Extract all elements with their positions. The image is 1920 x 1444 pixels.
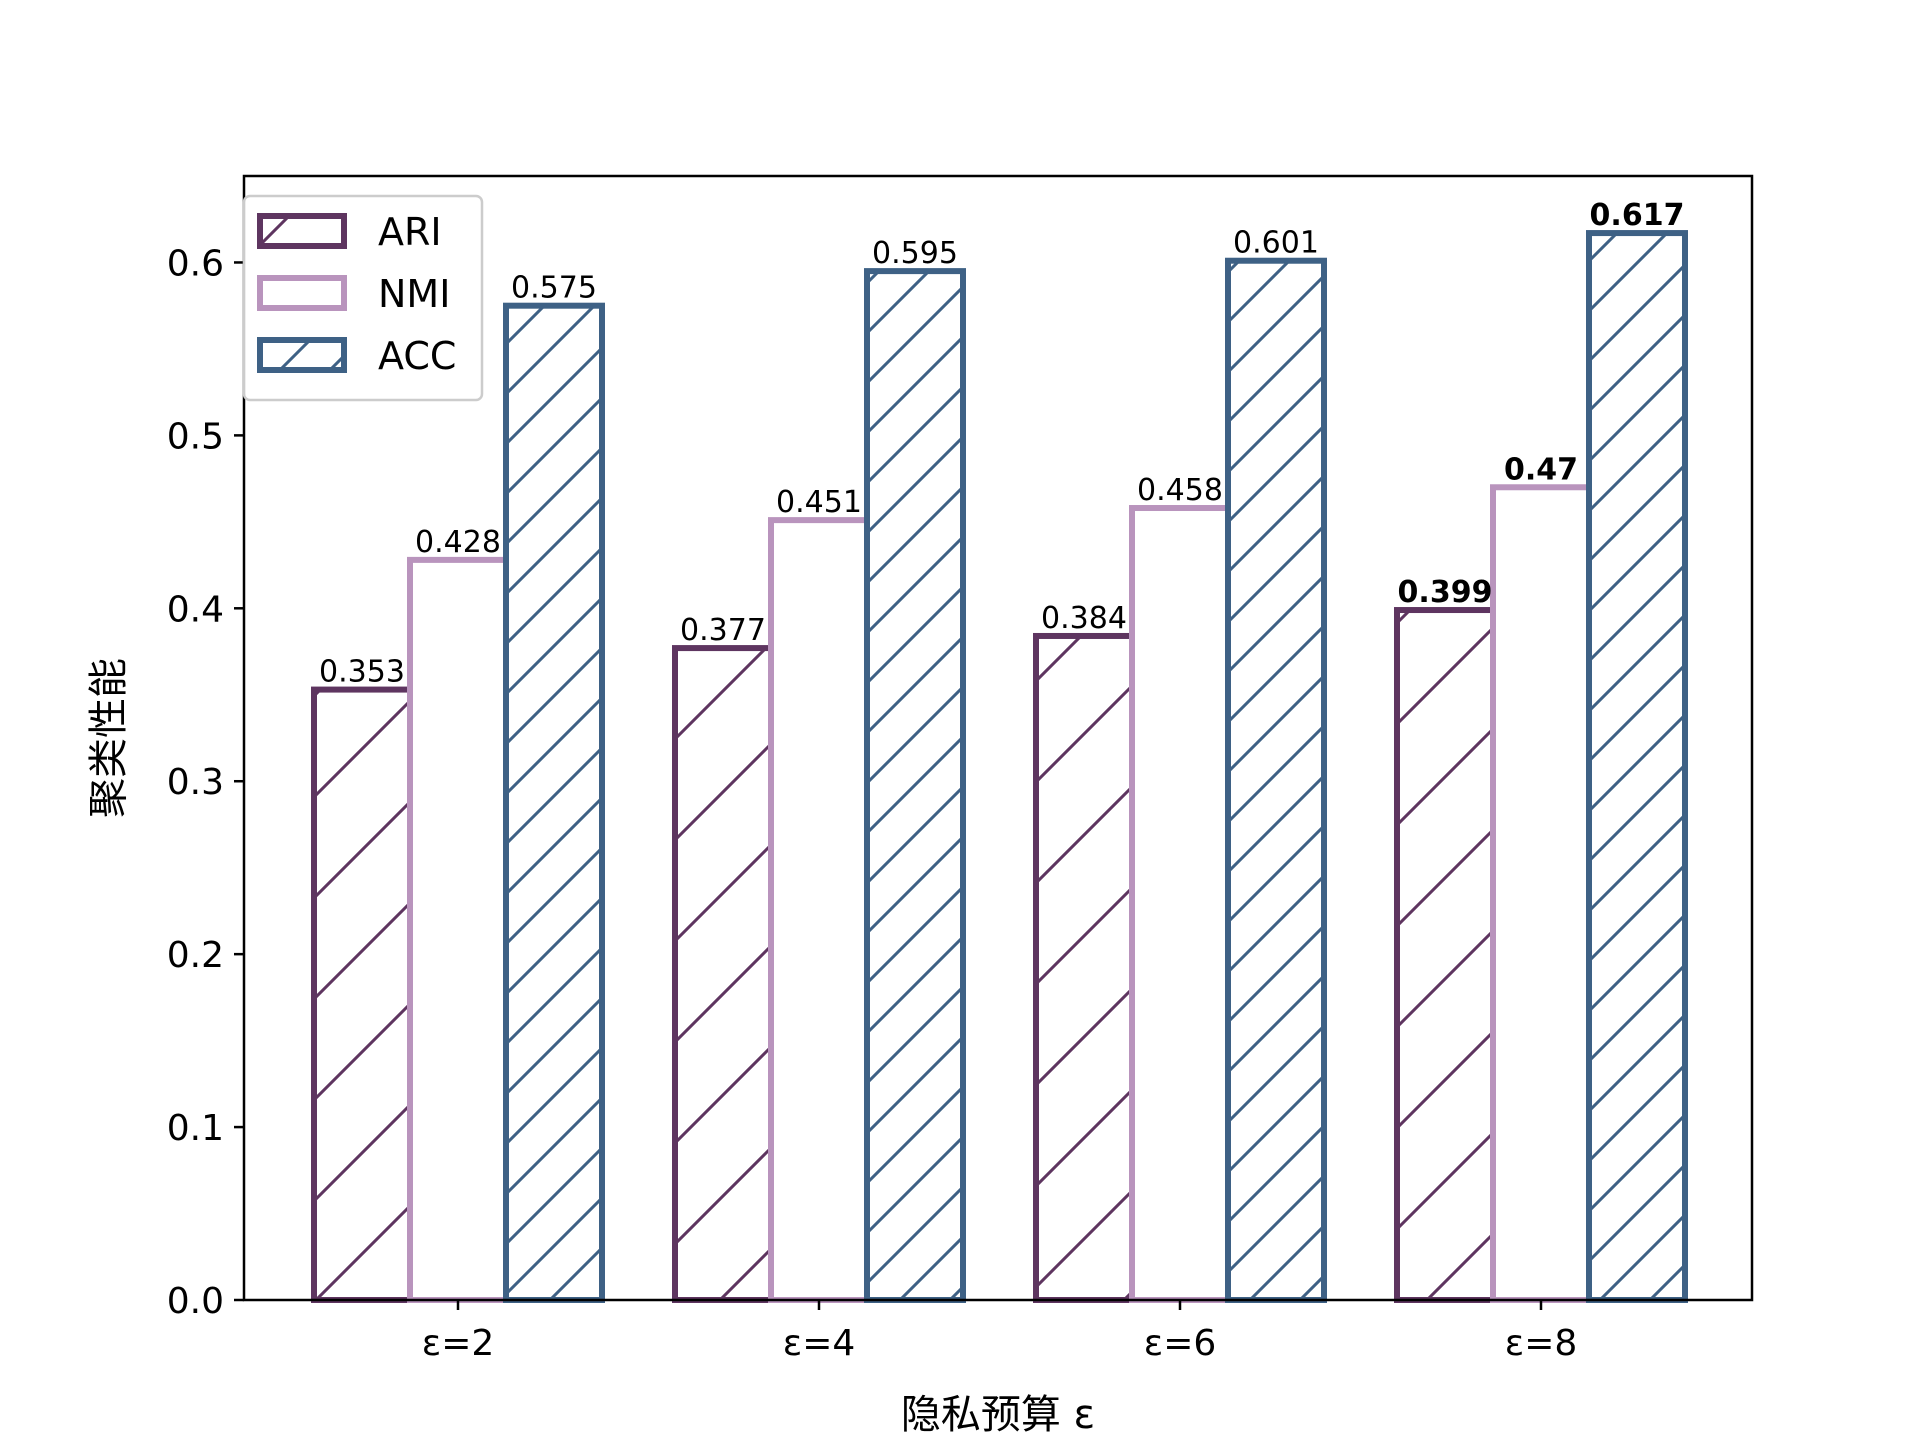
legend-label-ari: ARI bbox=[378, 210, 442, 254]
bar-ari-3 bbox=[1033, 632, 1135, 1303]
legend-swatch-acc bbox=[257, 337, 347, 373]
plot-frame bbox=[242, 174, 1754, 1302]
bar-ari-2 bbox=[672, 645, 774, 1303]
data-label-nmi-1: 0.428 bbox=[415, 525, 501, 560]
bar-nmi-2 bbox=[768, 517, 870, 1303]
data-label-nmi-4: 0.47 bbox=[1504, 452, 1578, 487]
data-label-ari-2: 0.377 bbox=[680, 613, 766, 648]
data-label-nmi-2: 0.451 bbox=[776, 485, 862, 520]
x-axis-label: 隐私预算 ε bbox=[901, 1392, 1095, 1438]
legend-swatch-ari bbox=[257, 213, 347, 249]
bar-acc-4 bbox=[1586, 230, 1688, 1304]
legend-swatch-nmi bbox=[257, 275, 347, 311]
y-axis-label: 聚类性能 bbox=[86, 658, 132, 818]
bar-acc-3 bbox=[1225, 257, 1327, 1303]
data-label-nmi-3: 0.458 bbox=[1137, 473, 1223, 508]
data-labels-layer: 0.353 0.377 0.384 0.399 0.428 0.451 0.458 0.47 0… bbox=[319, 198, 1684, 690]
y-tick-label: 0.0 bbox=[167, 1281, 224, 1322]
data-label-ari-1: 0.353 bbox=[319, 655, 405, 690]
bar-ari-4 bbox=[1394, 607, 1496, 1303]
y-tick-label: 0.5 bbox=[167, 416, 224, 457]
bar-nmi-1 bbox=[407, 556, 509, 1303]
y-tick-label: 0.4 bbox=[167, 589, 224, 630]
legend-label-acc: ACC bbox=[378, 334, 456, 378]
data-label-acc-3: 0.601 bbox=[1233, 226, 1319, 261]
y-tick-label: 0.1 bbox=[167, 1108, 224, 1149]
bar-acc-1 bbox=[503, 302, 605, 1303]
data-label-acc-4: 0.617 bbox=[1590, 198, 1685, 233]
bar-ari-1 bbox=[311, 686, 413, 1303]
data-label-ari-3: 0.384 bbox=[1041, 601, 1127, 636]
x-tick-label: ε=4 bbox=[783, 1323, 856, 1364]
legend: ARI NMI ACC bbox=[242, 194, 484, 402]
y-tick-label: 0.6 bbox=[167, 243, 224, 284]
y-tick-label: 0.2 bbox=[167, 935, 224, 976]
x-tick-label: ε=6 bbox=[1144, 1323, 1217, 1364]
bar-acc-2 bbox=[864, 268, 966, 1304]
bars-layer bbox=[311, 230, 1688, 1304]
x-tick-label: ε=2 bbox=[422, 1323, 495, 1364]
y-tick-label: 0.3 bbox=[167, 762, 224, 803]
x-tick-label: ε=8 bbox=[1505, 1323, 1578, 1364]
bar-nmi-3 bbox=[1129, 505, 1231, 1303]
bar-nmi-4 bbox=[1490, 484, 1592, 1303]
data-label-ari-4: 0.399 bbox=[1398, 575, 1493, 610]
axes-layer: 0.0 0.1 0.2 0.3 0.4 0.5 0.6 ε=2 ε=4 ε=6 ε=8 bbox=[167, 174, 1754, 1364]
legend-label-nmi: NMI bbox=[378, 272, 450, 316]
data-label-acc-1: 0.575 bbox=[511, 271, 597, 306]
data-label-acc-2: 0.595 bbox=[872, 236, 958, 271]
